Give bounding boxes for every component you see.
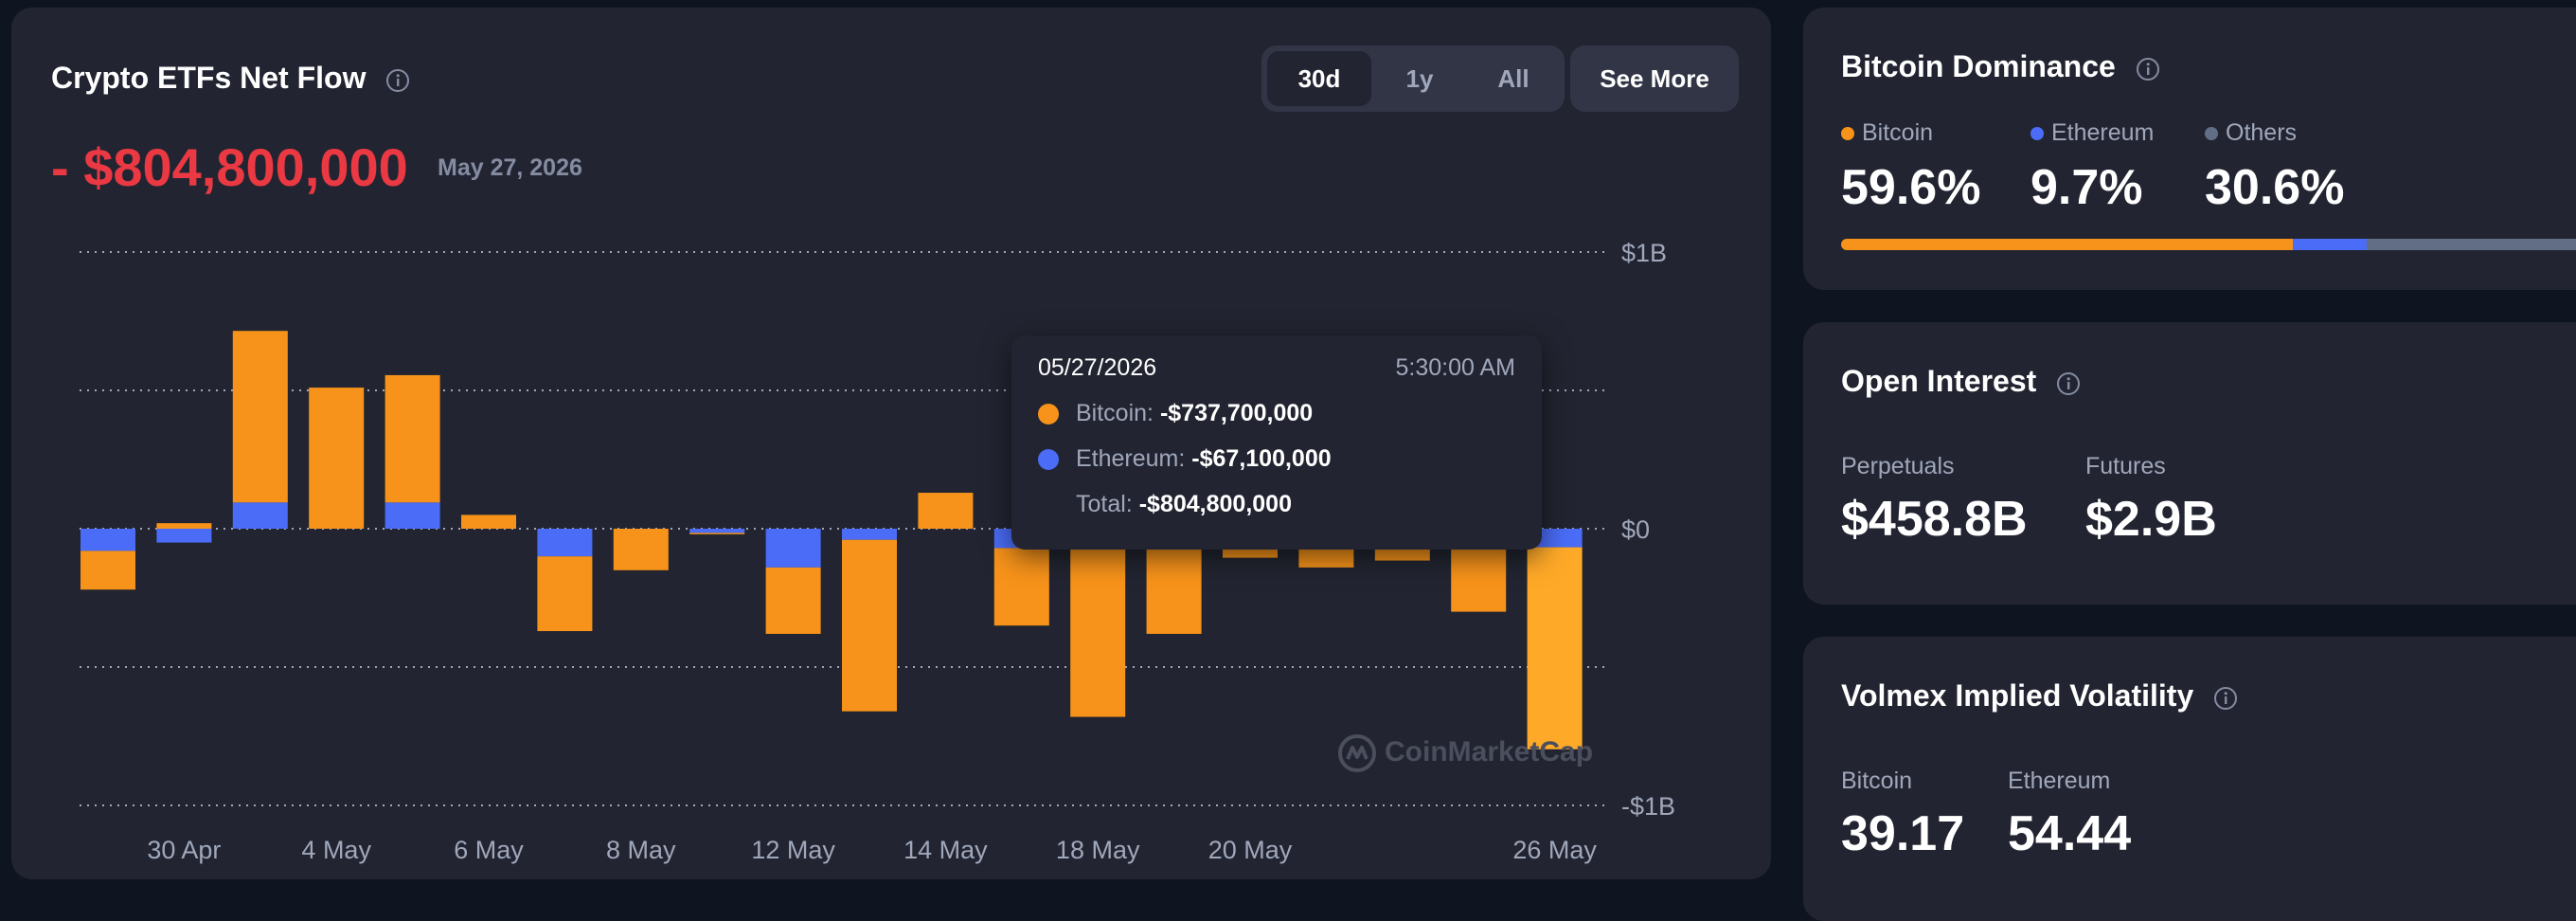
bar-bitcoin-0[interactable]: [80, 551, 135, 590]
others-dot-icon: [2205, 127, 2218, 141]
futures-value: $2.9B: [2085, 492, 2217, 547]
bar-ethereum-4[interactable]: [385, 502, 440, 529]
volatility-bitcoin-value: 39.17: [1841, 806, 1965, 861]
bar-ethereum-8[interactable]: [689, 529, 745, 533]
volatility-ethereum-value: 54.44: [2008, 806, 2132, 861]
tooltip-ethereum-row: Ethereum: -$67,100,000: [1038, 445, 1332, 473]
y-tick-1b: $1B: [1621, 239, 1667, 267]
dominance-ethereum-value: 9.7%: [2030, 160, 2143, 215]
bitcoin-dominance-panel: Bitcoin Dominance Bitcoin 59.6% Ethereum…: [1803, 8, 2576, 290]
dominance-others-value: 30.6%: [2205, 160, 2345, 215]
tooltip-time: 5:30:00 AM: [1395, 354, 1515, 381]
range-selector: 30d 1y All: [1261, 45, 1565, 112]
info-icon[interactable]: [2056, 371, 2081, 396]
net-flow-chart[interactable]: $1B $0 -$1B 30 Apr 4 May 6 May 8 May 12 May 1…: [11, 8, 1771, 879]
bar-bitcoin-9[interactable]: [765, 567, 821, 634]
implied-volatility-panel: Volmex Implied Volatility Bitcoin 39.17 …: [1803, 637, 2576, 921]
bar-ethereum-10[interactable]: [842, 529, 897, 540]
open-interest-panel: Open Interest Perpetuals $458.8B Futures…: [1803, 322, 2576, 605]
x-tick-label: 20 May: [1208, 836, 1293, 864]
bar-bitcoin-7[interactable]: [613, 529, 669, 570]
y-tick-0: $0: [1621, 515, 1650, 544]
dominance-bar: [1841, 239, 2576, 250]
x-tick-label: 4 May: [301, 836, 371, 864]
volatility-title: Volmex Implied Volatility: [1841, 678, 2238, 713]
chart-bars: [80, 331, 1583, 749]
dominance-bar-ethereum: [2293, 239, 2367, 250]
bar-ethereum-9[interactable]: [765, 529, 821, 568]
x-tick-label: 18 May: [1056, 836, 1140, 864]
bitcoin-dot-icon: [1038, 404, 1059, 425]
bitcoin-dot-icon: [1841, 127, 1854, 141]
perpetuals-value: $458.8B: [1841, 492, 2028, 547]
futures-label: Futures: [2085, 453, 2166, 479]
bar-bitcoin-2[interactable]: [232, 331, 288, 503]
bar-bitcoin-1[interactable]: [156, 523, 212, 529]
dominance-bitcoin-label: Bitcoin: [1841, 119, 1933, 147]
ethereum-dot-icon: [1038, 449, 1059, 471]
dominance-bar-bitcoin: [1841, 239, 2294, 250]
info-icon[interactable]: [2213, 686, 2238, 711]
net-flow-date: May 27, 2026: [438, 154, 582, 181]
coinmarketcap-watermark: CoinMarketCap: [1337, 733, 1593, 773]
see-more-button[interactable]: See More: [1570, 45, 1739, 112]
range-30d-button[interactable]: 30d: [1267, 51, 1371, 106]
coinmarketcap-logo-icon: [1338, 734, 1376, 772]
bar-bitcoin-6[interactable]: [537, 556, 593, 632]
bar-bitcoin-12[interactable]: [993, 548, 1049, 626]
tooltip-total-row: Total: -$804,800,000: [1076, 491, 1292, 517]
x-tick-label: 8 May: [606, 836, 676, 864]
bar-ethereum-6[interactable]: [537, 529, 593, 557]
tooltip-ethereum-value: -$67,100,000: [1191, 445, 1332, 472]
bar-bitcoin-3[interactable]: [309, 388, 365, 529]
bar-ethereum-2[interactable]: [232, 502, 288, 529]
bar-bitcoin-4[interactable]: [385, 374, 440, 503]
info-icon[interactable]: [385, 68, 410, 93]
range-all-button[interactable]: All: [1497, 64, 1530, 93]
bar-bitcoin-11[interactable]: [918, 493, 974, 529]
net-flow-value: - $804,800,000: [51, 137, 408, 197]
volatility-bitcoin-label: Bitcoin: [1841, 768, 1913, 794]
etf-net-flow-panel: Crypto ETFs Net Flow 30d 1y All See More…: [11, 8, 1771, 879]
x-axis-ticks: 30 Apr 4 May 6 May 8 May 12 May 14 May 18 May 2…: [147, 836, 1597, 864]
tooltip-bitcoin-value: -$737,700,000: [1159, 400, 1314, 426]
dominance-title: Bitcoin Dominance: [1841, 49, 2160, 84]
chart-tooltip: 05/27/2026 5:30:00 AM Bitcoin: -$737,700…: [1011, 335, 1542, 550]
dominance-ethereum-label: Ethereum: [2030, 119, 2154, 147]
x-tick-label: 12 May: [751, 836, 835, 864]
x-tick-label: 14 May: [903, 836, 988, 864]
volatility-ethereum-label: Ethereum: [2008, 768, 2111, 794]
bar-bitcoin-10[interactable]: [842, 539, 897, 712]
tooltip-bitcoin-row: Bitcoin: -$737,700,000: [1038, 400, 1313, 427]
etf-panel-title: Crypto ETFs Net Flow: [51, 61, 410, 96]
dominance-bitcoin-value: 59.6%: [1841, 160, 1981, 215]
open-interest-title: Open Interest: [1841, 364, 2081, 399]
x-tick-label: 30 Apr: [147, 836, 221, 864]
dominance-others-label: Others: [2205, 119, 2297, 147]
y-tick-neg-1b: -$1B: [1621, 792, 1675, 821]
bar-bitcoin-19[interactable]: [1527, 547, 1583, 749]
bar-ethereum-0[interactable]: [80, 529, 135, 551]
bar-bitcoin-5[interactable]: [461, 515, 516, 529]
dominance-bar-others: [2366, 239, 2576, 250]
tooltip-total-value: -$804,800,000: [1138, 491, 1292, 517]
x-tick-label: 6 May: [454, 836, 524, 864]
info-icon[interactable]: [2136, 57, 2160, 81]
perpetuals-label: Perpetuals: [1841, 453, 1955, 479]
bar-bitcoin-13[interactable]: [1070, 533, 1126, 717]
bar-ethereum-1[interactable]: [156, 529, 212, 543]
ethereum-dot-icon: [2030, 127, 2044, 141]
range-1y-button[interactable]: 1y: [1405, 64, 1434, 93]
tooltip-date: 05/27/2026: [1038, 354, 1157, 381]
x-tick-label: 26 May: [1512, 836, 1597, 864]
